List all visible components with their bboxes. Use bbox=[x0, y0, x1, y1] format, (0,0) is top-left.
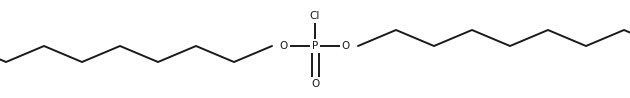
Text: O: O bbox=[311, 79, 319, 89]
Text: O: O bbox=[280, 41, 288, 51]
Text: Cl: Cl bbox=[310, 11, 320, 21]
Text: O: O bbox=[342, 41, 350, 51]
Text: P: P bbox=[312, 41, 318, 51]
